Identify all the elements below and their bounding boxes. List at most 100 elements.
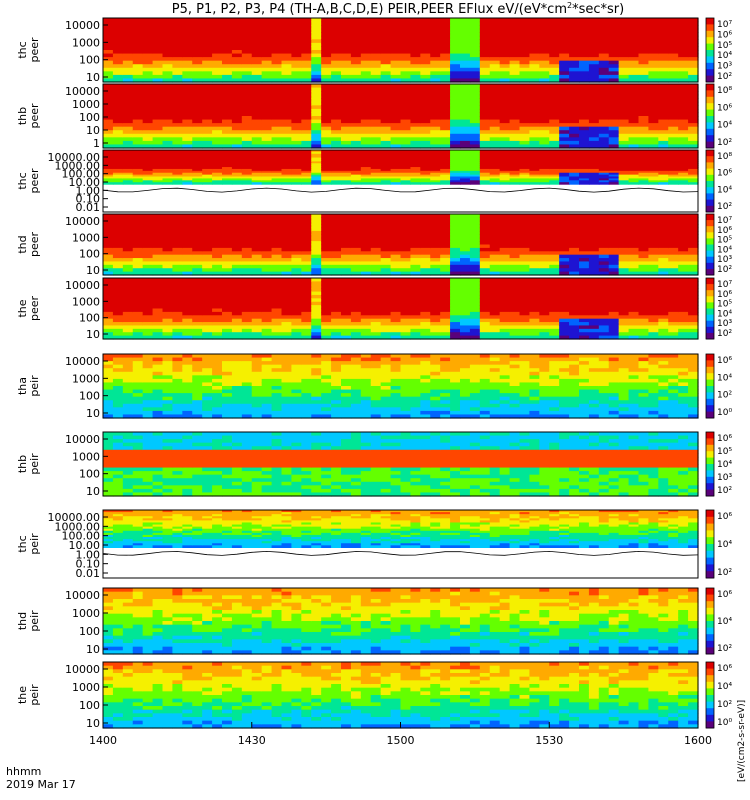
panel-probe-label: the [16,299,29,317]
colorbar-tick-label: 10² [717,644,732,654]
panel-instrument-label: peir [28,610,41,632]
y-tick-label: 10 [86,328,100,341]
y-tick-label: 10000 [65,589,100,602]
colorbar-tick-label: 10³ [717,473,732,483]
colorbar-tick-label: 10⁴ [717,309,732,319]
colorbar-tick-label: 10² [717,486,732,496]
y-tick-label: 10 [86,717,100,730]
panel-5: 10000 1000 100 10 tha peir 10⁶ 10⁴ 10² 10⁰ [16,353,732,420]
colorbar-label: [eV/(cm2-s-sr-eV)] [737,700,747,782]
colorbar-tick-label: 10² [717,391,732,401]
colorbar-tick-label: 10⁵ [717,236,732,246]
panel-instrument-label: peer [28,296,41,322]
panel-instrument-label: peer [28,103,41,129]
y-tick-label: 100 [79,312,100,325]
colorbar-tick-label: 10⁶ [717,169,732,179]
y-tick-label: 10000 [65,663,100,676]
panel-instrument-label: peer [28,37,41,63]
colorbar-tick-label: 10⁴ [717,373,732,383]
colorbar-tick-label: 10⁰ [717,718,732,728]
y-tick-label: 10 [86,407,100,420]
panel-instrument-label: peir [28,375,41,397]
y-tick-label: 10.00 [69,176,101,189]
colorbar-tick-label: 10⁵ [717,300,732,310]
panel-probe-label: thb [16,455,29,473]
panel-8: 10000 1000 100 10 thd peir 10⁶ 10⁴ 10² [16,587,732,656]
colorbar-6: 10⁶ 10⁵ 10⁴ 10³ 10² [705,431,732,497]
y-tick-label: 100 [79,390,100,403]
colorbar-tick-label: 10⁶ [717,290,732,300]
panel-instrument-label: peer [28,168,41,194]
y-tick-label: 1 [93,137,100,150]
panel-probe-label: thb [16,107,29,125]
colorbar-tick-label: 10⁶ [717,590,732,600]
y-tick-label: 10000 [65,85,100,98]
colorbar-tick-label: 10⁶ [717,512,732,522]
y-tick-label: 1000 [72,231,100,244]
colorbar-tick-label: 10⁴ [717,185,732,195]
y-tick-label: 1000 [72,295,100,308]
panel-probe-label: thc [16,535,29,552]
y-tick-label: 1000 [72,36,100,49]
y-tick-label: 100 [79,54,100,67]
x-tick-label: 1600 [684,734,712,747]
panel-6: 10000 1000 100 10 thb peir 10⁶ 10⁵ 10⁴ 10³ 10² [16,431,732,498]
y-tick-label: 1000 [72,372,100,385]
panel-instrument-label: peir [28,684,41,706]
chart-title: P5, P1, P2, P3, P4 (TH-A,B,C,D,E) PEIR,P… [172,1,624,17]
colorbar-tick-label: 10⁶ [717,434,732,444]
colorbar-tick-label: 10⁷ [717,216,732,226]
x-footer-date: 2019 Mar 17 [6,778,76,791]
colorbar-tick-label: 10⁴ [717,682,732,692]
y-tick-label: 0.01 [76,201,101,214]
colorbar-tick-label: 10⁷ [717,20,732,30]
y-tick-label: 100 [79,468,100,481]
colorbar-tick-label: 10² [717,138,732,148]
colorbar-tick-label: 10⁶ [717,30,732,40]
colorbar-1: 10⁸ 10⁶ 10⁴ 10² [705,83,732,149]
panel-probe-label: thc [16,41,29,58]
y-tick-label: 1000.00 [55,520,101,533]
panel-9: 10000 1000 100 10 the peir 10⁶ 10⁴ 10² 10⁰ [16,661,732,730]
panel-probe-label: the [16,686,29,704]
colorbar-tick-label: 10³ [717,62,732,72]
y-tick-label: 100 [79,248,100,261]
colorbar-tick-label: 10⁷ [717,280,732,290]
y-tick-label: 10000 [65,433,100,446]
y-tick-label: 10.00 [69,539,101,552]
colorbar-tick-label: 10³ [717,255,732,265]
colorbar-tick-label: 10⁸ [717,86,732,96]
y-tick-label: 10000 [65,279,100,292]
panel-probe-label: thd [16,612,29,630]
y-tick-label: 0.10 [76,193,101,206]
colorbar-tick-label: 10² [717,202,732,212]
colorbar-tick-label: 10⁶ [717,664,732,674]
y-tick-label: 1000 [72,98,100,111]
y-tick-label: 100 [79,111,100,124]
x-axis: 1400 1430 1500 1530 1600 [89,722,712,747]
y-tick-label: 100 [79,625,100,638]
y-tick-label: 10 [86,485,100,498]
colorbar-tick-label: 10⁴ [717,245,732,255]
colorbar-tick-label: 10⁶ [717,356,732,366]
colorbar-tick-label: 10² [717,329,732,339]
y-tick-label: 0.10 [76,558,101,571]
colorbar-tick-label: 10⁰ [717,408,732,418]
x-tick-label: 1430 [238,734,266,747]
y-tick-label: 1000.00 [55,159,101,172]
colorbar-tick-label: 10² [717,265,732,275]
colorbar-7: 10⁶ 10⁴ 10² [705,509,732,579]
y-tick-label: 10 [86,124,100,137]
y-tick-label: 100 [79,699,100,712]
y-tick-label: 10000 [65,19,100,32]
colorbar-tick-label: 10⁶ [717,226,732,236]
